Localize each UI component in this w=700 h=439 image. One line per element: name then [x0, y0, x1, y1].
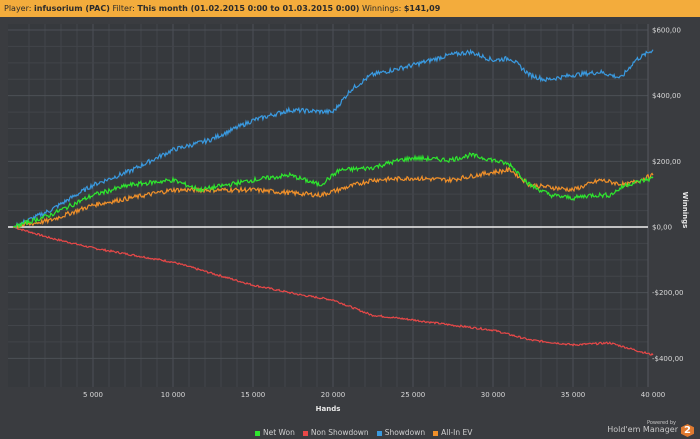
- y-tick-label: $600,00: [652, 27, 681, 35]
- x-tick-label: 15 000: [241, 391, 266, 399]
- legend-item[interactable]: Net Won: [255, 428, 295, 437]
- y-tick-label: $400,00: [652, 92, 681, 100]
- legend-label: Non Showdown: [310, 428, 369, 437]
- legend-item[interactable]: Non Showdown: [302, 428, 369, 437]
- legend-label: Showdown: [384, 428, 426, 437]
- legend-item[interactable]: Showdown: [376, 428, 426, 437]
- chart-header: Player: infusorium (PAC) Filter: This mo…: [0, 0, 700, 17]
- x-tick-label: 25 000: [401, 391, 426, 399]
- x-tick-label: 20 000: [321, 391, 346, 399]
- branding: Powered by Hold'em Manager 2: [607, 420, 694, 437]
- x-tick-label: 40 000: [641, 391, 666, 399]
- legend-label: Net Won: [263, 428, 295, 437]
- series-line-net-won: [12, 152, 654, 230]
- x-tick-label: 10 000: [161, 391, 186, 399]
- legend-swatch: [433, 430, 439, 436]
- x-tick-label: 30 000: [481, 391, 506, 399]
- series-line-showdown: [12, 48, 654, 230]
- y-tick-label: $0,00: [652, 224, 672, 232]
- series-line-all-in-ev: [12, 166, 654, 229]
- y-tick-label: -$400,00: [652, 355, 683, 363]
- hem2-logo: 2: [681, 424, 694, 437]
- legend-swatch: [376, 430, 382, 436]
- legend-swatch: [302, 430, 308, 436]
- y-axis-label: Winnings: [681, 192, 689, 229]
- series-line-non-showdown: [12, 226, 654, 356]
- x-axis-label: Hands: [316, 405, 341, 413]
- brand-name: Hold'em Manager: [607, 425, 678, 434]
- x-tick-label: 35 000: [561, 391, 586, 399]
- y-tick-label: $200,00: [652, 158, 681, 166]
- legend-swatch: [255, 430, 260, 436]
- legend-label: All-In EV: [441, 428, 473, 437]
- legend-item[interactable]: All-In EV: [433, 428, 472, 437]
- player-value: infusorium (PAC): [34, 4, 110, 13]
- filter-value: This month (01.02.2015 0:00 to 01.03.201…: [137, 4, 360, 13]
- winnings-value: $141,09: [403, 4, 441, 13]
- player-label: Player:: [4, 4, 32, 13]
- legend: Net Won Non Showdown Showdown All-In EV: [255, 428, 472, 437]
- y-tick-label: -$200,00: [652, 289, 683, 297]
- powered-by-text: Powered by: [647, 420, 676, 426]
- winnings-label: Winnings:: [361, 4, 402, 13]
- x-tick-label: 5 000: [83, 391, 103, 399]
- filter-label: Filter:: [112, 4, 135, 13]
